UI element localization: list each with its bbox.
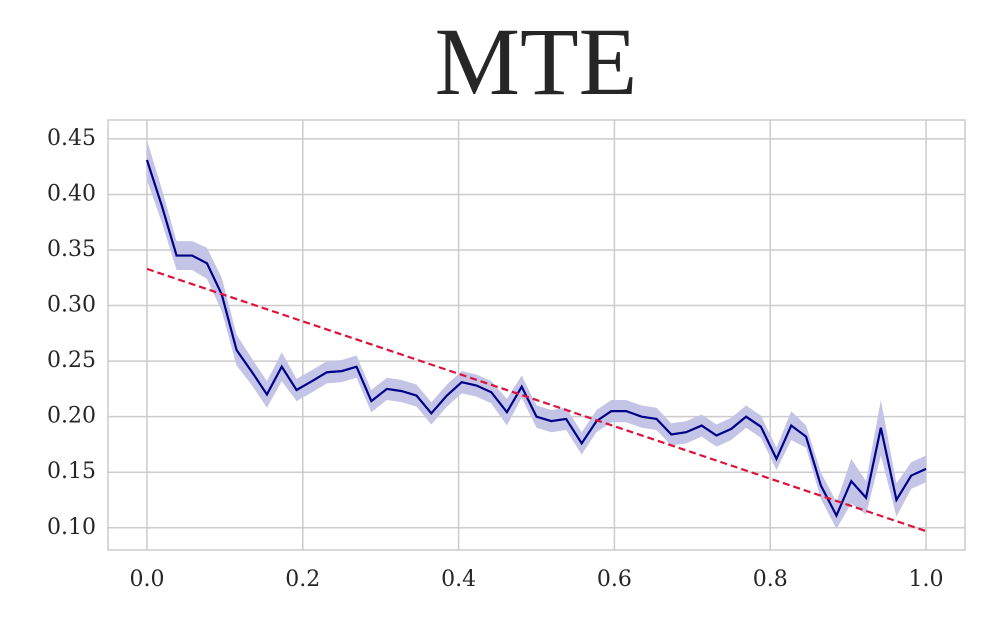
- y-tick-label: 0.15: [47, 459, 96, 484]
- x-tick-label: 0.8: [753, 567, 788, 592]
- y-tick-label: 0.35: [47, 237, 96, 262]
- data-line: [145, 159, 927, 519]
- y-tick-label: 0.20: [47, 404, 96, 429]
- plot-frame: [107, 119, 966, 551]
- y-tick-label: 0.25: [47, 348, 96, 373]
- x-tick-label: 0.2: [285, 567, 320, 592]
- x-tick-label: 0.0: [129, 567, 164, 592]
- x-tick-label: 0.6: [597, 567, 632, 592]
- y-tick-label: 0.30: [47, 293, 96, 318]
- y-tick-label: 0.45: [47, 126, 96, 151]
- x-tick-label: 0.4: [441, 567, 476, 592]
- y-tick-label: 0.40: [47, 181, 96, 206]
- trend-line: [146, 267, 927, 533]
- x-tick-label: 1.0: [909, 567, 944, 592]
- y-tick-label: 0.10: [47, 515, 96, 540]
- chart-title: MTE: [435, 8, 638, 115]
- error-band: [146, 140, 927, 529]
